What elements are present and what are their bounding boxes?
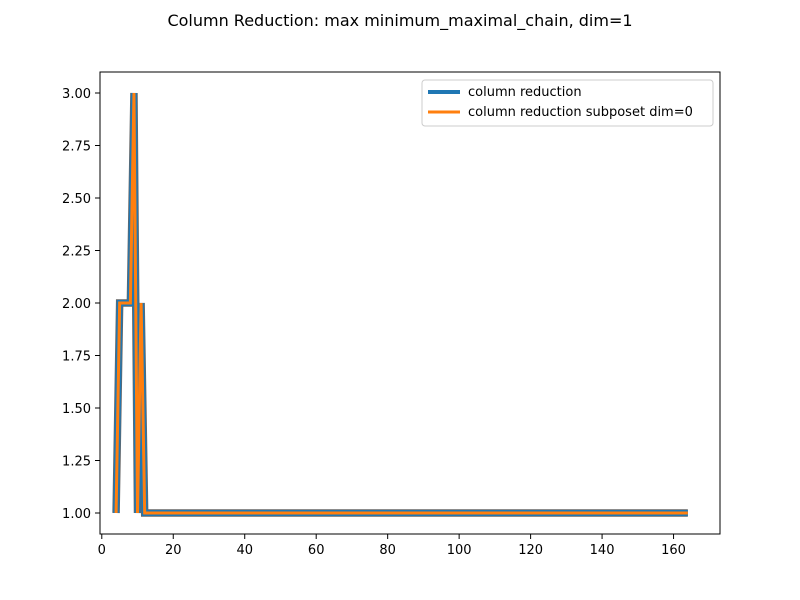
- y-tick-label: 3.00: [62, 87, 91, 102]
- x-tick-label: 80: [379, 543, 396, 558]
- series-line-column-reduction-subposet: [114, 92, 688, 515]
- legend-label-column-reduction: column reduction: [468, 85, 582, 100]
- legend-box: [421, 79, 714, 127]
- y-tick-label: 2.00: [62, 297, 91, 312]
- x-tick-label: 60: [308, 543, 325, 558]
- x-tick-label: 20: [165, 543, 182, 558]
- x-axis: 0 20 40 60 80 100 120 140 160: [98, 534, 686, 558]
- series-layer: [112, 92, 688, 517]
- legend-label-column-reduction-subposet: column reduction subposet dim=0: [468, 105, 693, 120]
- y-tick-label: 1.75: [62, 350, 91, 365]
- x-tick-label: 140: [590, 543, 615, 558]
- x-tick-label: 40: [236, 543, 253, 558]
- x-tick-label: 100: [447, 543, 472, 558]
- x-tick-label: 160: [661, 543, 686, 558]
- y-tick-label: 1.25: [62, 455, 91, 470]
- legend: column reduction column reduction subpos…: [421, 79, 714, 127]
- x-tick-label: 120: [518, 543, 543, 558]
- x-tick-label: 0: [98, 543, 106, 558]
- plot-area: [100, 72, 720, 534]
- y-tick-label: 2.50: [62, 192, 91, 207]
- y-tick-label: 1.00: [62, 507, 91, 522]
- y-tick-label: 1.50: [62, 402, 91, 417]
- y-tick-label: 2.75: [62, 140, 91, 155]
- chart-title: Column Reduction: max minimum_maximal_ch…: [167, 11, 632, 31]
- y-axis: 1.00 1.25 1.50 1.75 2.00 2.25 2.50 2.75 3.00: [62, 87, 100, 522]
- y-tick-label: 2.25: [62, 245, 91, 260]
